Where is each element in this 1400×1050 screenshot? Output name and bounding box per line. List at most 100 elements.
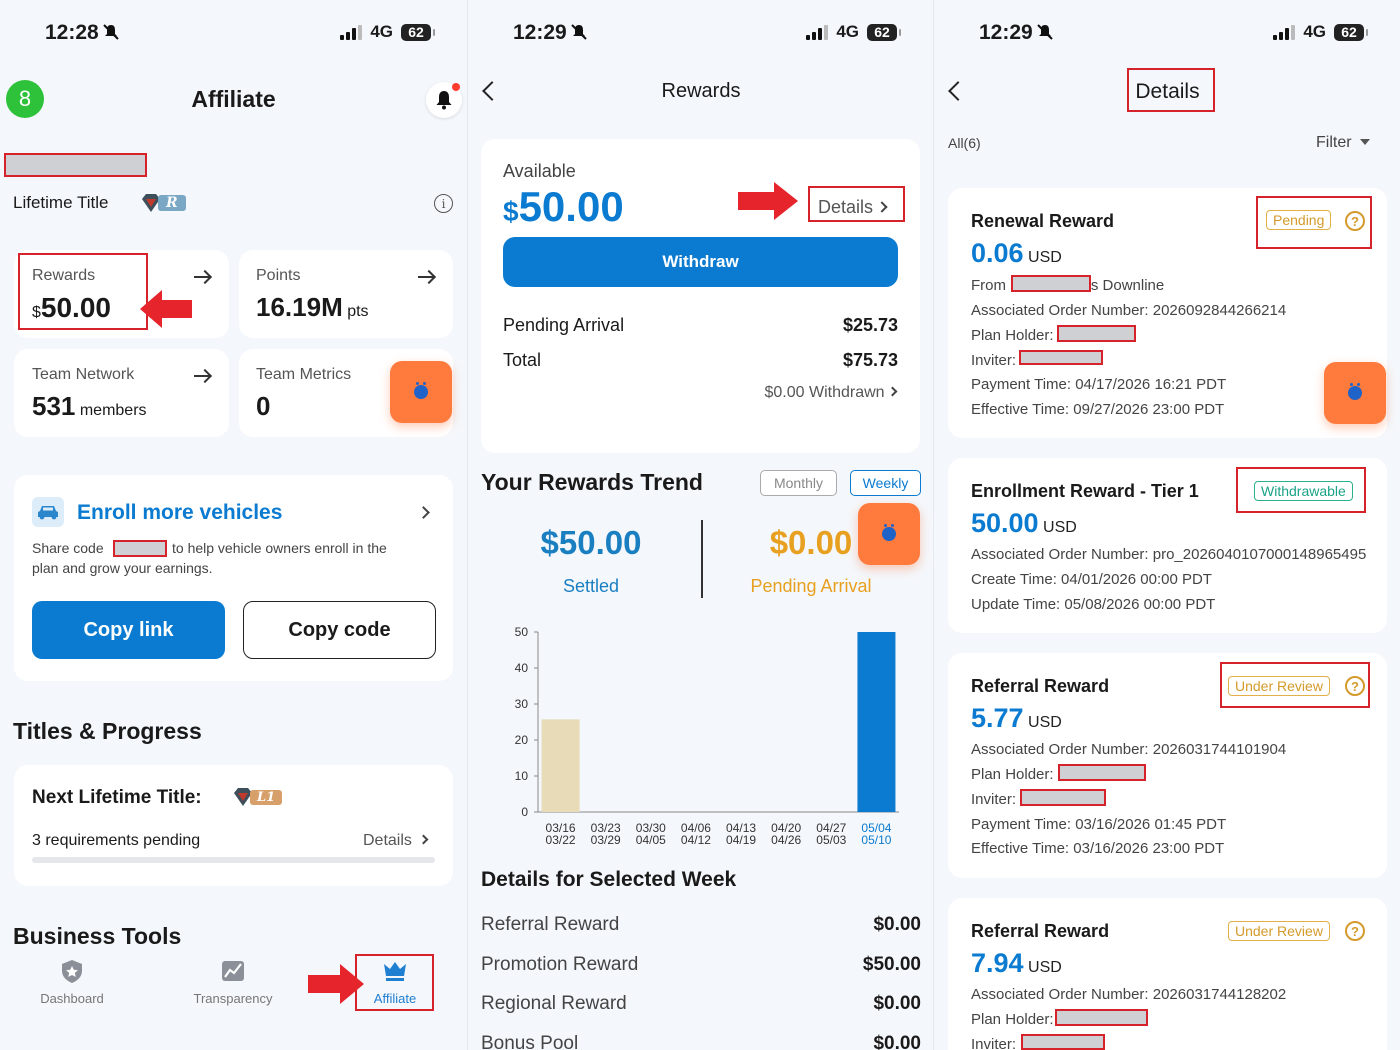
status-icons: 4G 62 <box>806 22 901 42</box>
team-network-card[interactable]: Team Network 531 members <box>14 349 229 437</box>
x-tick-label: 04/27 <box>816 821 846 835</box>
debug-fab-button[interactable] <box>390 361 452 423</box>
reward-amount: 0.06 USD <box>971 238 1062 268</box>
progress-bar <box>32 857 435 863</box>
available-card: Available $50.00 Details Withdraw Pendin… <box>481 139 920 453</box>
reward-card[interactable]: Renewal Reward Pending ? 0.06 USD From's… <box>948 188 1387 438</box>
titles-heading: Titles & Progress <box>13 718 202 744</box>
nav-transparency[interactable]: Transparency <box>183 958 283 1006</box>
rewards-card[interactable]: Rewards $50.00 <box>14 250 229 338</box>
chart-bar <box>541 719 580 812</box>
notification-dot <box>452 83 460 91</box>
reward-card[interactable]: Enrollment Reward - Tier 1 Withdrawable … <box>948 458 1387 633</box>
toggle-weekly[interactable]: Weekly <box>850 470 921 496</box>
reward-line: Associated Order Number: 202603174410190… <box>971 741 1287 758</box>
avatar[interactable]: 8 <box>6 80 44 118</box>
list-item: Promotion Reward $50.00 <box>481 953 921 975</box>
help-icon[interactable]: ? <box>1345 921 1365 941</box>
debug-fab-button[interactable] <box>1324 362 1386 424</box>
redacted-username <box>4 153 147 177</box>
battery-icon: 62 <box>867 23 901 41</box>
status-bar: 12:29 4G 62 <box>468 0 933 66</box>
details-link[interactable]: Details <box>818 197 888 218</box>
reward-card[interactable]: Referral Reward Under Review ? 5.77 USD … <box>948 653 1387 878</box>
redacted-field <box>1011 275 1091 292</box>
chart-bar <box>857 632 896 812</box>
nav-dashboard[interactable]: Dashboard <box>22 958 122 1006</box>
reward-line: From's Downline <box>971 277 1165 294</box>
enroll-card[interactable]: Enroll more vehicles Share code to help … <box>14 475 453 681</box>
redacted-field <box>1055 1009 1148 1026</box>
reward-line: Payment Time: 03/16/2026 01:45 PDT <box>971 816 1227 833</box>
nav-affiliate[interactable]: Affiliate <box>345 958 445 1006</box>
redacted-field <box>1021 1034 1105 1050</box>
redacted-field <box>1020 789 1106 806</box>
reward-line: Inviter: <box>971 352 1017 369</box>
x-tick-label: 03/29 <box>591 833 621 847</box>
copy-code-button[interactable]: Copy code <box>243 601 436 659</box>
page-title: Details <box>1135 80 1200 103</box>
status-badge: Under Review <box>1228 921 1330 941</box>
team-metrics-label: Team Metrics <box>256 366 352 383</box>
reward-title: Referral Reward <box>971 921 1110 941</box>
car-icon <box>32 497 64 527</box>
redacted-share-code <box>113 540 167 557</box>
available-label: Available <box>503 161 576 181</box>
all-count[interactable]: All(6) <box>948 135 981 151</box>
withdrawn-link[interactable]: $0.00 Withdrawn <box>764 384 898 402</box>
status-badge: Under Review <box>1228 676 1330 696</box>
pending-arrival-value: $25.73 <box>842 315 898 335</box>
team-network-label: Team Network <box>32 366 135 383</box>
next-title-badge-icon: L1 <box>232 787 283 807</box>
lifetime-title-label: Lifetime Title <box>13 193 109 212</box>
pending-label: Pending Arrival <box>750 576 872 596</box>
info-icon[interactable]: i <box>434 194 453 213</box>
bell-icon <box>436 91 452 110</box>
red-arrow-icon <box>738 182 798 220</box>
details-link[interactable]: Details <box>363 832 429 850</box>
filter-button[interactable]: Filter <box>1316 134 1370 152</box>
rewards-label: Rewards <box>32 267 96 284</box>
enroll-title: Enroll more vehicles <box>77 501 283 524</box>
withdraw-button[interactable]: Withdraw <box>503 237 898 287</box>
debug-fab-button[interactable] <box>858 503 920 565</box>
help-icon[interactable]: ? <box>1345 211 1365 231</box>
bell-muted-icon <box>103 24 119 40</box>
lifetime-badge-icon: R <box>140 193 186 213</box>
annotation-box-status <box>1256 196 1372 249</box>
rewards-trend-chart: 0102030405003/1603/2203/2303/2903/3004/0… <box>515 625 899 847</box>
battery-icon: 62 <box>401 23 435 41</box>
help-icon[interactable]: ? <box>1345 676 1365 696</box>
crown-icon <box>384 962 406 981</box>
x-tick-label: 04/12 <box>681 833 711 847</box>
reward-line: Plan Holder: <box>971 766 1054 783</box>
arrow-right-icon <box>194 375 210 377</box>
x-tick-label: 04/05 <box>636 833 666 847</box>
settled-label: Settled <box>562 576 620 596</box>
page-title: Affiliate <box>191 86 276 112</box>
trend-title: Your Rewards Trend <box>481 469 703 495</box>
reward-title: Enrollment Reward - Tier 1 <box>971 481 1199 501</box>
page-title: Rewards <box>661 80 741 102</box>
reward-amount: 50.00 USD <box>971 508 1077 538</box>
copy-link-button[interactable]: Copy link <box>32 601 225 659</box>
y-tick-label: 10 <box>515 769 529 783</box>
status-bar: 12:28 4G 62 <box>0 0 467 66</box>
y-tick-label: 0 <box>521 805 528 819</box>
redacted-field <box>1057 325 1136 342</box>
notification-button[interactable] <box>426 82 462 118</box>
requirements-text: 3 requirements pending <box>32 832 201 849</box>
toggle-monthly[interactable]: Monthly <box>760 470 837 496</box>
reward-card[interactable]: Referral Reward Under Review ? 7.94 USD … <box>948 898 1387 1050</box>
reward-amount: 5.77 USD <box>971 703 1062 733</box>
reward-line: Associated Order Number: 202609284426621… <box>971 302 1287 319</box>
status-icons: 4G 62 <box>340 22 435 42</box>
status-time: 12:29 <box>979 21 1053 45</box>
next-title-card[interactable]: Next Lifetime Title: L1 3 requirements p… <box>14 765 453 886</box>
bug-icon <box>1348 383 1362 400</box>
x-tick-label: 04/13 <box>726 821 756 835</box>
points-card[interactable]: Points 16.19M pts <box>239 250 453 338</box>
share-code-suffix: to help vehicle owners enroll in the <box>172 540 387 556</box>
reward-line: Payment Time: 04/17/2026 16:21 PDT <box>971 376 1227 393</box>
reward-line: Update Time: 05/08/2026 00:00 PDT <box>971 596 1216 613</box>
